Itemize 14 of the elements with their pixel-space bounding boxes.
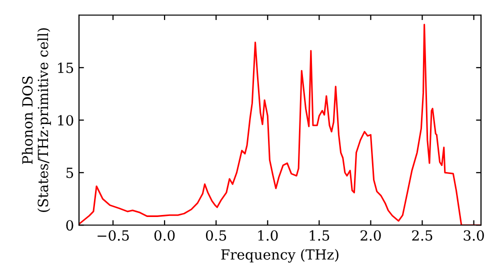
y-axis-title: Phonon DOS (States/THz·primitive cell) [22,28,51,212]
y-tick-label: 0 [66,220,74,231]
x-axis-title: Frequency (THz) [221,248,338,263]
x-tick-label: −0.5 [98,230,129,241]
x-tick-label: 2.5 [412,230,432,241]
y-tick-label: 15 [58,62,74,74]
x-tick-label: 3.0 [464,230,484,241]
y-tick-label: 10 [58,115,74,126]
x-tick-label: 0.0 [154,230,175,241]
x-tick-label: 0.5 [206,230,226,241]
x-tick-label: 1.0 [258,230,278,241]
x-tick-label: 2.0 [360,230,381,241]
x-tick-label: 1.5 [310,230,330,241]
y-tick-label: 5 [66,168,74,178]
